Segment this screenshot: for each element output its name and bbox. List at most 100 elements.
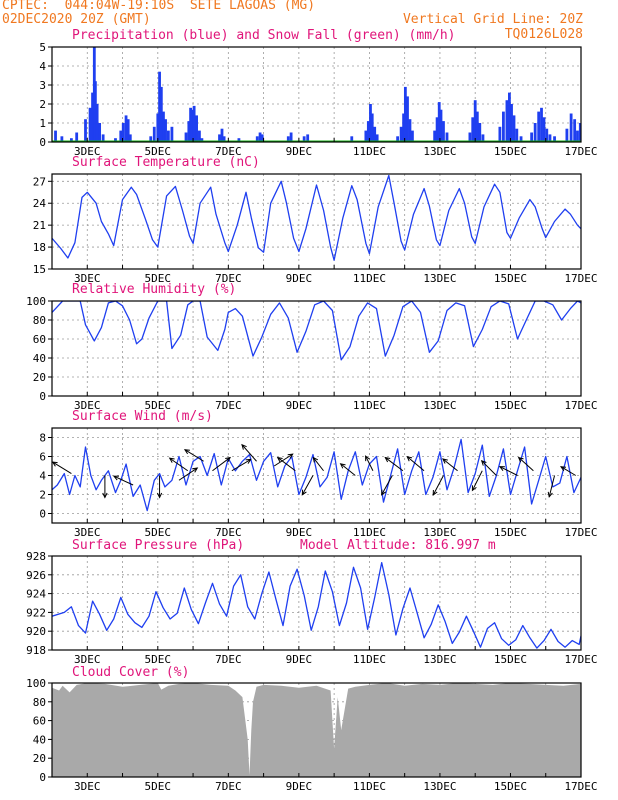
precip-bar xyxy=(190,109,194,142)
pressure-plot-area xyxy=(52,556,581,650)
precip-bar xyxy=(408,119,412,142)
x-tick-label: 11DEC xyxy=(353,399,386,412)
precip-bar xyxy=(159,86,163,142)
y-tick-label: 100 xyxy=(26,677,46,690)
cloud-plot-area xyxy=(52,683,581,777)
header-line-1: CPTEC: 044:04W-19:10S SETE LAGOAS (MG) xyxy=(2,0,316,13)
wind-arrow-shaft xyxy=(212,457,231,472)
precip-bar xyxy=(350,136,354,142)
model-altitude: Model Altitude: 816.997 m xyxy=(300,538,496,553)
y-tick-label: 928 xyxy=(26,550,46,563)
wind-arrow xyxy=(384,456,404,472)
wind-arrow xyxy=(52,461,72,475)
temperature-frame xyxy=(51,173,582,270)
wind-arrow xyxy=(381,475,393,496)
y-tick-label: 926 xyxy=(26,569,46,582)
wind-arrow xyxy=(301,475,314,496)
precip-bar xyxy=(502,111,505,142)
wind-arrow-head xyxy=(517,456,524,463)
y-tick-label: 80 xyxy=(33,314,46,327)
wind-arrow-head xyxy=(312,456,319,463)
precip-bar xyxy=(545,128,549,142)
precip-bar xyxy=(93,81,97,142)
wind-arrow xyxy=(406,455,425,472)
wind-arrow-shaft xyxy=(340,463,356,476)
x-tick-label: 17DEC xyxy=(564,526,597,539)
precip-bar xyxy=(220,128,224,142)
x-tick-label: 5DEC xyxy=(145,526,172,539)
wind-series-line xyxy=(52,438,581,512)
wind-arrow xyxy=(276,456,296,472)
wind-arrow-head xyxy=(156,492,163,499)
y-tick-label: 922 xyxy=(26,606,46,619)
wind-arrow-head xyxy=(112,475,120,481)
pressure-series-line xyxy=(52,561,581,649)
panel-title-pressure: Surface Pressure (hPa) xyxy=(72,538,245,553)
precip-bar xyxy=(402,113,406,142)
panel-title-cloud: Cloud Cover (%) xyxy=(72,665,190,680)
precip-bar xyxy=(442,121,445,142)
x-tick-label: 5DEC xyxy=(145,780,172,793)
x-tick-label: 9DEC xyxy=(286,526,313,539)
panel-title-humidity: Relative Humidity (%) xyxy=(72,282,237,297)
y-tick-label: 2 xyxy=(39,98,46,111)
x-tick-label: 15DEC xyxy=(494,399,527,412)
precip-bar xyxy=(366,121,370,142)
wind-arrow-head xyxy=(301,489,307,496)
precip-bar xyxy=(369,104,372,142)
precip-bar xyxy=(481,134,485,142)
precip-bar xyxy=(581,133,584,143)
precip-bar xyxy=(166,130,170,142)
y-tick-label: 15 xyxy=(33,263,46,276)
precip-bar xyxy=(218,134,221,142)
wind-arrow-head xyxy=(384,456,391,463)
x-tick-label: 13DEC xyxy=(423,780,456,793)
wind-arrow xyxy=(432,475,444,497)
y-tick-label: 4 xyxy=(39,470,46,483)
y-tick-label: 5 xyxy=(39,41,46,54)
wind-arrow-head xyxy=(441,458,448,464)
precip-bar xyxy=(510,104,513,142)
cloud-cover-area xyxy=(52,683,581,777)
model-code: TQ0126L028 xyxy=(504,27,583,42)
wind-arrow-head xyxy=(287,453,294,459)
y-tick-label: 20 xyxy=(33,752,46,765)
wind-arrow-head xyxy=(192,467,199,473)
y-tick-label: 60 xyxy=(33,715,46,728)
y-tick-label: 0 xyxy=(39,771,46,784)
vertical-grid-note: Vertical Grid Line: 20Z xyxy=(402,12,583,27)
precip-bar xyxy=(530,132,534,142)
wind-arrow xyxy=(480,459,497,476)
wind-arrow xyxy=(547,475,556,498)
precip-bar xyxy=(508,92,511,142)
precip-bar xyxy=(152,126,156,142)
wind-arrow-shaft xyxy=(442,458,458,472)
precip-bar xyxy=(537,111,541,142)
precip-bar xyxy=(478,123,482,142)
x-tick-label: 5DEC xyxy=(145,653,172,666)
precip-bar xyxy=(222,136,226,142)
wind-arrow-head xyxy=(381,489,386,496)
wind-arrow-head xyxy=(480,459,487,466)
precip-bar xyxy=(473,100,477,142)
precip-bar xyxy=(187,121,191,142)
wind-arrow xyxy=(471,470,483,492)
x-tick-label: 11DEC xyxy=(353,526,386,539)
wind-arrow xyxy=(441,458,458,472)
panel-title-temperature: Surface Temperature (nC) xyxy=(72,155,260,170)
precip-bar xyxy=(540,107,543,142)
precip-bar xyxy=(306,134,310,142)
precip-bar xyxy=(200,138,204,142)
y-tick-label: 27 xyxy=(33,175,46,188)
wind-arrow-shaft xyxy=(365,455,374,471)
y-tick-label: 920 xyxy=(26,625,46,638)
precipitation-plot-area xyxy=(52,47,584,143)
x-tick-label: 5DEC xyxy=(145,399,172,412)
x-tick-label: 3DEC xyxy=(74,399,101,412)
precip-bar xyxy=(533,123,537,142)
wind-arrow-shaft xyxy=(385,457,404,472)
wind-arrow-head xyxy=(102,492,108,499)
wind-arrow-shaft xyxy=(548,475,556,497)
wind-arrow xyxy=(178,467,199,481)
